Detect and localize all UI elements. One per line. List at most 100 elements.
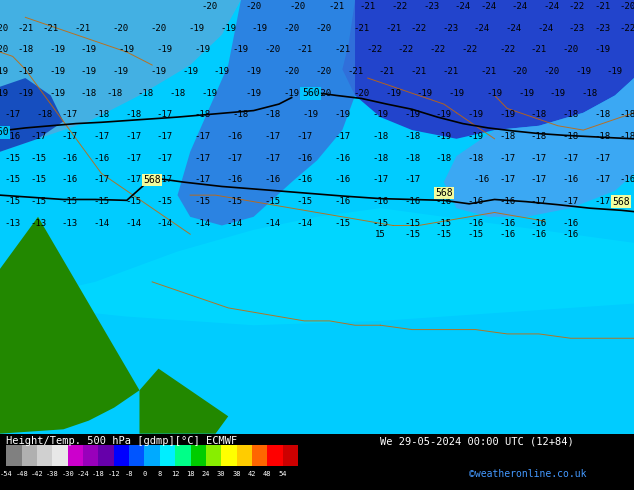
Text: -22: -22 xyxy=(429,46,446,54)
Text: -18: -18 xyxy=(36,110,53,120)
Text: -20: -20 xyxy=(562,46,579,54)
Text: -16: -16 xyxy=(467,197,484,206)
Text: -18: -18 xyxy=(264,110,281,120)
Text: -22: -22 xyxy=(461,46,477,54)
Text: -16: -16 xyxy=(474,175,490,184)
Text: -16: -16 xyxy=(562,230,579,239)
Text: -15: -15 xyxy=(4,175,21,184)
Text: -16: -16 xyxy=(93,154,110,163)
Text: 560: 560 xyxy=(302,88,320,98)
Text: -17: -17 xyxy=(594,197,611,206)
Text: -18: -18 xyxy=(233,110,249,120)
Text: -19: -19 xyxy=(404,110,420,120)
Text: -19: -19 xyxy=(233,46,249,54)
Text: -16: -16 xyxy=(296,175,313,184)
Text: -20: -20 xyxy=(112,24,129,33)
Text: -17: -17 xyxy=(157,132,173,141)
Text: -16: -16 xyxy=(404,197,420,206)
Text: -17: -17 xyxy=(499,154,515,163)
Text: -19: -19 xyxy=(17,89,34,98)
Text: -13: -13 xyxy=(61,219,78,228)
Text: -17: -17 xyxy=(226,154,243,163)
Text: -17: -17 xyxy=(61,110,78,120)
Text: -15: -15 xyxy=(30,154,46,163)
Text: -21: -21 xyxy=(296,46,313,54)
Text: -17: -17 xyxy=(157,154,173,163)
Text: -20: -20 xyxy=(0,24,8,33)
Text: -16: -16 xyxy=(531,230,547,239)
Text: -21: -21 xyxy=(442,67,458,76)
Text: -16: -16 xyxy=(562,219,579,228)
Text: -42: -42 xyxy=(30,471,43,477)
Text: -22: -22 xyxy=(398,46,414,54)
Text: -14: -14 xyxy=(264,219,281,228)
Text: -8: -8 xyxy=(125,471,133,477)
Text: -19: -19 xyxy=(81,46,97,54)
Text: -18: -18 xyxy=(106,89,122,98)
Text: -18: -18 xyxy=(92,471,105,477)
Text: -16: -16 xyxy=(334,154,351,163)
Text: -14: -14 xyxy=(226,219,243,228)
Text: -19: -19 xyxy=(157,46,173,54)
Bar xyxy=(191,445,206,466)
Text: -16: -16 xyxy=(562,175,579,184)
Text: -15: -15 xyxy=(404,219,420,228)
Text: -22: -22 xyxy=(410,24,427,33)
Text: -19: -19 xyxy=(436,132,452,141)
Text: -19: -19 xyxy=(214,67,230,76)
Text: -17: -17 xyxy=(531,175,547,184)
Text: -18: -18 xyxy=(404,154,420,163)
Text: -23: -23 xyxy=(594,24,611,33)
Text: -19: -19 xyxy=(195,46,211,54)
Text: -17: -17 xyxy=(531,197,547,206)
Bar xyxy=(252,445,268,466)
Text: -21: -21 xyxy=(594,2,611,11)
Text: -18: -18 xyxy=(531,110,547,120)
Text: 24: 24 xyxy=(202,471,210,477)
Text: -19: -19 xyxy=(283,89,300,98)
Text: -19: -19 xyxy=(302,110,319,120)
Text: -15: -15 xyxy=(334,219,351,228)
Text: -14: -14 xyxy=(125,219,141,228)
Text: -18: -18 xyxy=(372,132,389,141)
Text: -22: -22 xyxy=(366,46,382,54)
Bar xyxy=(6,445,22,466)
Text: -18: -18 xyxy=(169,89,186,98)
Text: -14: -14 xyxy=(93,219,110,228)
Text: -19: -19 xyxy=(486,89,503,98)
Polygon shape xyxy=(342,0,634,139)
Bar xyxy=(68,445,83,466)
Text: -20: -20 xyxy=(0,46,8,54)
Bar xyxy=(53,445,68,466)
Text: -21: -21 xyxy=(74,24,91,33)
Text: -20: -20 xyxy=(543,67,560,76)
Text: -13: -13 xyxy=(4,219,21,228)
Text: -19: -19 xyxy=(112,67,129,76)
Text: -16: -16 xyxy=(61,175,78,184)
Text: ©weatheronline.co.uk: ©weatheronline.co.uk xyxy=(469,468,586,479)
Text: -18: -18 xyxy=(594,110,611,120)
Text: -19: -19 xyxy=(245,67,262,76)
Text: -18: -18 xyxy=(467,154,484,163)
Text: -19: -19 xyxy=(550,89,566,98)
Text: -22: -22 xyxy=(619,24,634,33)
Text: -17: -17 xyxy=(4,110,21,120)
Text: -18: -18 xyxy=(531,132,547,141)
Bar xyxy=(268,445,283,466)
Text: -24: -24 xyxy=(455,2,471,11)
Text: 0: 0 xyxy=(143,471,146,477)
Text: -21: -21 xyxy=(334,46,351,54)
Text: -20: -20 xyxy=(353,89,370,98)
Text: -20: -20 xyxy=(315,67,332,76)
Bar xyxy=(22,445,37,466)
Text: -22: -22 xyxy=(499,46,515,54)
Text: -17: -17 xyxy=(264,154,281,163)
Text: -21: -21 xyxy=(531,46,547,54)
Text: -18: -18 xyxy=(619,110,634,120)
Text: -19: -19 xyxy=(607,67,623,76)
Text: -15: -15 xyxy=(372,219,389,228)
Text: -19: -19 xyxy=(252,24,268,33)
Text: -16: -16 xyxy=(467,219,484,228)
Text: -17: -17 xyxy=(264,132,281,141)
Text: -20: -20 xyxy=(283,24,300,33)
